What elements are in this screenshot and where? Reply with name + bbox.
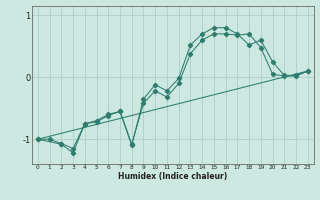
X-axis label: Humidex (Indice chaleur): Humidex (Indice chaleur) (118, 172, 228, 181)
